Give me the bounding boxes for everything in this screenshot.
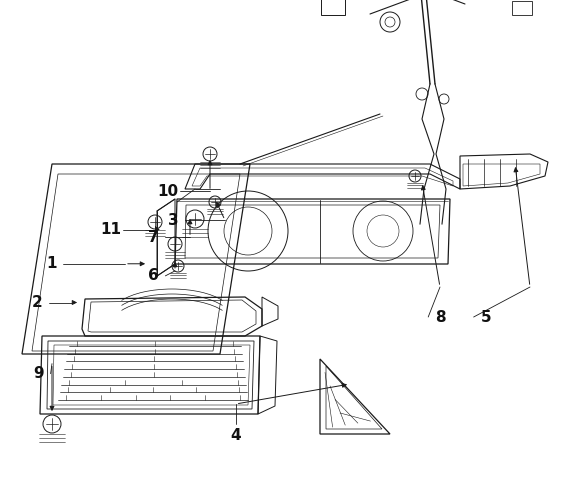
Text: 10: 10 bbox=[157, 184, 178, 198]
Text: 5: 5 bbox=[481, 310, 491, 324]
Text: 8: 8 bbox=[435, 310, 445, 324]
Text: 1: 1 bbox=[46, 257, 56, 271]
Text: 4: 4 bbox=[231, 428, 241, 443]
Text: 2: 2 bbox=[32, 295, 42, 310]
Text: 11: 11 bbox=[101, 223, 121, 237]
Text: 7: 7 bbox=[148, 230, 158, 244]
Text: 6: 6 bbox=[148, 269, 158, 283]
Text: 3: 3 bbox=[168, 213, 178, 227]
Text: 9: 9 bbox=[34, 366, 44, 381]
